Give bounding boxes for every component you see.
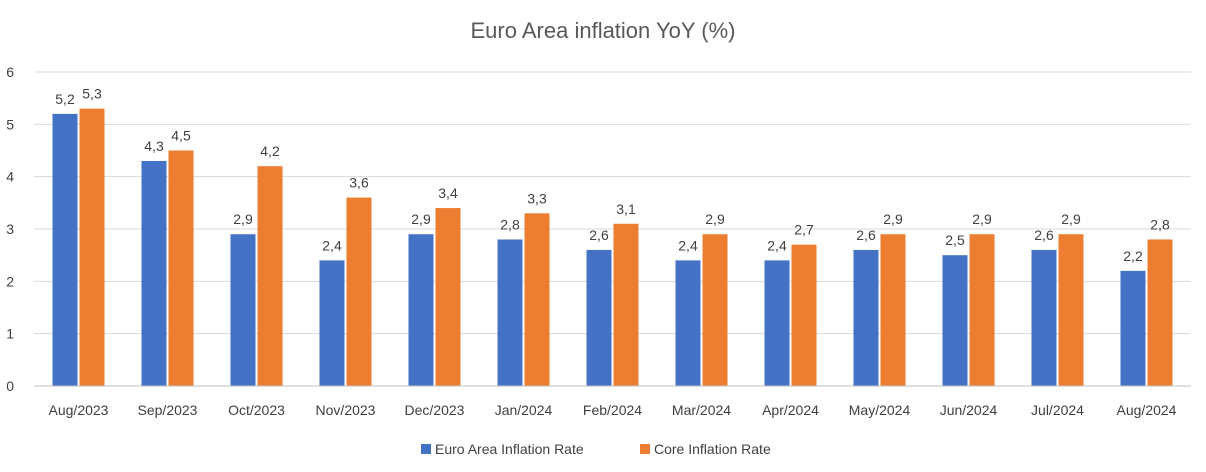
x-tick-label: Jan/2024 — [495, 402, 553, 418]
data-label: 3,1 — [616, 201, 636, 217]
bar-series-2 — [969, 234, 995, 386]
data-label: 2,5 — [945, 232, 965, 248]
x-tick-label: Aug/2023 — [49, 402, 109, 418]
data-labels: 5,2 5,3 4,3 4,5 2,9 4,2 2,4 3,6 2,9 3,4 2,8 3,3 2,6 3… — [55, 86, 1170, 264]
x-axis: Aug/2023 Sep/2023 Oct/2023 Nov/2023 Dec/2023… — [34, 385, 1191, 418]
bar-series-2 — [1147, 239, 1173, 386]
data-label: 2,8 — [1150, 216, 1170, 232]
bar-series-2 — [613, 223, 639, 386]
data-label: 3,6 — [349, 175, 369, 191]
bar-series-2 — [346, 197, 372, 386]
x-tick-label: Dec/2023 — [405, 402, 465, 418]
data-label: 2,9 — [1061, 211, 1081, 227]
data-label: 2,7 — [794, 222, 814, 238]
x-tick-label: Aug/2024 — [1117, 402, 1177, 418]
bars — [52, 108, 1173, 386]
bar-series-1 — [586, 249, 612, 386]
data-label: 2,9 — [233, 211, 253, 227]
x-tick-label: Apr/2024 — [762, 402, 819, 418]
data-label: 2,8 — [500, 216, 520, 232]
y-axis: 0 1 2 3 4 5 6 — [6, 64, 14, 394]
bar-series-1 — [141, 160, 167, 386]
x-tick-label: Oct/2023 — [228, 402, 285, 418]
x-tick-label: Feb/2024 — [583, 402, 642, 418]
x-tick-label: Nov/2023 — [316, 402, 376, 418]
bar-series-2 — [79, 108, 105, 386]
bar-series-1 — [52, 113, 78, 386]
data-label: 2,9 — [883, 211, 903, 227]
data-label: 2,4 — [322, 237, 342, 253]
bar-series-2 — [168, 150, 194, 386]
bar-series-1 — [1120, 270, 1146, 386]
bar-series-1 — [1031, 249, 1057, 386]
bar-series-1 — [764, 260, 790, 386]
gridlines — [34, 71, 1191, 335]
x-tick-label: Mar/2024 — [672, 402, 731, 418]
bar-series-2 — [702, 234, 728, 386]
chart-title: Euro Area inflation YoY (%) — [471, 18, 736, 43]
data-label: 4,2 — [260, 143, 280, 159]
data-label: 2,2 — [1123, 248, 1143, 264]
data-label: 4,3 — [144, 138, 164, 154]
legend-swatch-series-2 — [640, 444, 650, 454]
data-label: 2,6 — [589, 227, 609, 243]
bar-series-1 — [942, 255, 968, 386]
y-tick-label: 6 — [6, 64, 14, 80]
data-label: 5,3 — [82, 86, 102, 102]
data-label: 2,6 — [856, 227, 876, 243]
y-tick-label: 1 — [6, 326, 14, 342]
bar-series-2 — [1058, 234, 1084, 386]
legend: Euro Area Inflation Rate Core Inflation R… — [421, 441, 771, 457]
x-tick-label: Jun/2024 — [940, 402, 998, 418]
bar-series-1 — [230, 234, 256, 386]
bar-series-1 — [408, 234, 434, 386]
x-tick-label: Sep/2023 — [138, 402, 198, 418]
data-label: 2,6 — [1034, 227, 1054, 243]
bar-series-2 — [524, 213, 550, 386]
data-label: 4,5 — [171, 128, 191, 144]
bar-series-2 — [435, 208, 461, 386]
bar-series-1 — [319, 260, 345, 386]
legend-swatch-series-1 — [421, 444, 431, 454]
bar-series-1 — [497, 239, 523, 386]
bar-series-1 — [853, 249, 879, 386]
data-label: 3,3 — [527, 190, 547, 206]
data-label: 3,4 — [438, 185, 458, 201]
y-tick-label: 5 — [6, 116, 14, 132]
data-label: 5,2 — [55, 91, 75, 107]
bar-series-2 — [880, 234, 906, 386]
legend-label: Core Inflation Rate — [654, 441, 771, 457]
x-tick-label: Jul/2024 — [1031, 402, 1084, 418]
data-label: 2,4 — [767, 237, 787, 253]
y-tick-label: 0 — [6, 378, 14, 394]
bar-series-2 — [257, 166, 283, 386]
x-tick-label: May/2024 — [849, 402, 911, 418]
data-label: 2,9 — [411, 211, 431, 227]
legend-label: Euro Area Inflation Rate — [435, 441, 584, 457]
bar-series-1 — [675, 260, 701, 386]
data-label: 2,4 — [678, 237, 698, 253]
bar-series-2 — [791, 244, 817, 386]
y-tick-label: 3 — [6, 221, 14, 237]
y-tick-label: 2 — [6, 273, 14, 289]
data-label: 2,9 — [972, 211, 992, 227]
data-label: 2,9 — [705, 211, 725, 227]
y-tick-label: 4 — [6, 169, 14, 185]
